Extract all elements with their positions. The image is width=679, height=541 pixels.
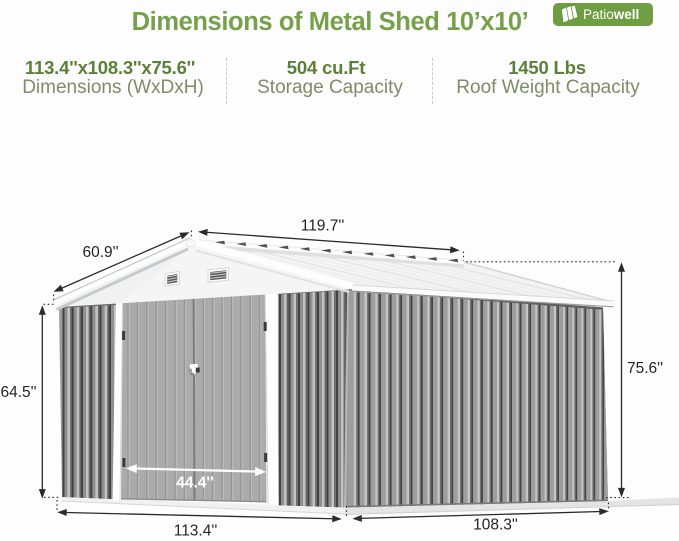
- svg-text:60.9'': 60.9'': [82, 244, 118, 261]
- svg-text:113.4'': 113.4'': [174, 523, 218, 540]
- svg-text:75.6'': 75.6'': [627, 360, 663, 377]
- svg-text:119.7'': 119.7'': [301, 218, 345, 235]
- svg-text:44.4'': 44.4'': [176, 475, 214, 492]
- svg-text:108.3'': 108.3'': [473, 517, 518, 534]
- svg-text:64.5'': 64.5'': [1, 384, 37, 401]
